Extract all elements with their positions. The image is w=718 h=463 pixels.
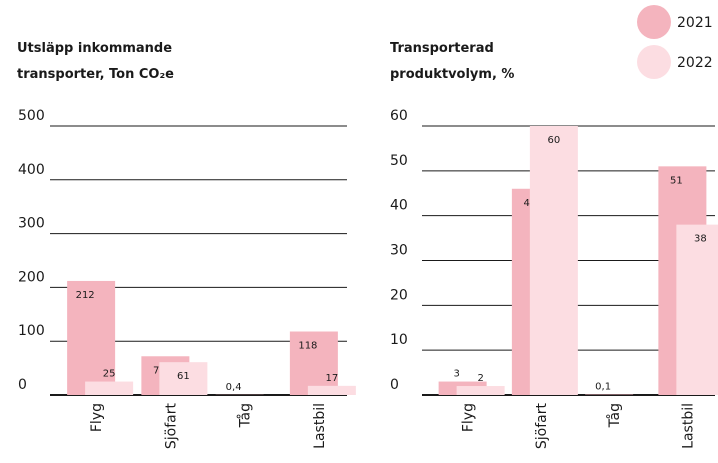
chart-title: produktvolym, %: [390, 67, 514, 82]
value-label: 25: [103, 369, 116, 380]
y-tick-label: 0: [390, 377, 399, 393]
x-tick-label: Tåg: [237, 403, 254, 428]
value-label: 38: [694, 234, 707, 245]
y-tick-label: 10: [390, 332, 408, 348]
y-tick-label: 50: [390, 153, 408, 169]
chart-title: Utsläpp inkommande: [17, 41, 172, 56]
value-label: 17: [326, 373, 339, 384]
value-label: 61: [177, 371, 190, 382]
legend-swatch: [637, 5, 671, 39]
bar: [289, 331, 338, 395]
y-tick-label: 200: [18, 269, 45, 285]
bar: [456, 386, 505, 395]
y-tick-label: 100: [18, 323, 45, 339]
x-tick-label: Flyg: [89, 403, 105, 432]
y-tick-label: 60: [390, 108, 408, 124]
bar: [159, 362, 208, 395]
x-tick-label: Flyg: [461, 403, 477, 432]
value-label: 2: [477, 373, 483, 384]
y-tick-label: 300: [18, 216, 45, 232]
legend-label: 2021: [677, 15, 713, 31]
bar: [676, 224, 718, 395]
x-tick-label: Lastbil: [312, 403, 328, 449]
x-tick-label: Sjöfart: [163, 403, 179, 450]
y-tick-label: 40: [390, 198, 408, 214]
y-tick-label: 30: [390, 243, 408, 259]
value-label: 60: [548, 135, 561, 146]
value-label: 51: [670, 175, 683, 186]
y-tick-label: 500: [18, 108, 45, 124]
y-tick-label: 400: [18, 162, 45, 178]
value-label: 0,4: [226, 382, 242, 393]
x-tick-label: Tåg: [606, 403, 623, 428]
value-label: 0,1: [595, 382, 611, 393]
x-tick-label: Lastbil: [680, 403, 696, 449]
y-tick-label: 20: [390, 287, 408, 303]
bar: [85, 381, 134, 395]
bar: [307, 385, 356, 395]
value-label: 118: [298, 341, 317, 352]
legend-label: 2022: [677, 55, 713, 71]
chart-title: Transporterad: [390, 41, 494, 56]
x-tick-label: Sjöfart: [534, 403, 550, 450]
value-label: 212: [76, 290, 95, 301]
bar: [67, 280, 116, 395]
legend-swatch: [637, 45, 671, 79]
bar: [529, 126, 578, 395]
value-label: 3: [453, 369, 459, 380]
chart-title: transporter, Ton CO₂e: [17, 67, 174, 82]
y-tick-label: 0: [18, 377, 27, 393]
